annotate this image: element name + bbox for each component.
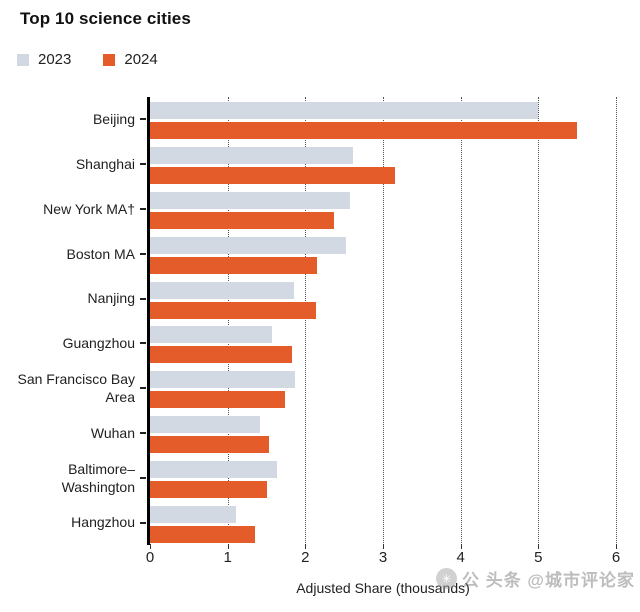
baltimore-washington-bar-2023 [150, 460, 278, 478]
x-tick-mark-5 [538, 544, 540, 549]
category-label-guangzhou: Guangzhou [0, 321, 147, 366]
shanghai-bar-2023 [150, 147, 354, 165]
boston-ma-bar-2024 [150, 256, 317, 274]
gridline-3 [383, 97, 384, 545]
gridline-6 [616, 97, 617, 545]
x-axis: 0 1 2 3 4 5 6 [146, 544, 620, 569]
x-tick-mark-2 [305, 544, 307, 549]
x-tick-mark-1 [227, 544, 229, 549]
gridline-5 [538, 97, 540, 545]
x-tick-label-3: 3 [378, 549, 388, 566]
new-york-ma-bar-2023 [150, 191, 351, 209]
hangzhou-bar-2024 [150, 525, 255, 543]
bar-row-wuhan [150, 411, 616, 456]
category-tick-mark [140, 387, 146, 390]
gridline-2 [305, 97, 307, 545]
x-tick-mark-4 [460, 544, 462, 549]
bar-row-new-york-ma [150, 187, 616, 232]
gridline-1 [227, 97, 229, 545]
guangzhou-bar-2023 [150, 326, 272, 344]
wuhan-bar-2024 [150, 435, 269, 453]
x-tick-label-6: 6 [611, 549, 621, 566]
bar-row-boston-ma [150, 231, 616, 276]
bar-row-shanghai [150, 142, 616, 187]
hangzhou-bar-2023 [150, 505, 237, 523]
bar-row-baltimore-washington [150, 455, 616, 500]
x-tick-label-1: 1 [223, 549, 232, 566]
baltimore-washington-bar-2024 [150, 480, 267, 498]
bar-row-guangzhou [150, 321, 616, 366]
legend-swatch-2024 [103, 53, 116, 66]
bar-row-hangzhou [150, 500, 616, 545]
category-tick-mark [140, 163, 146, 166]
boston-ma-bar-2023 [150, 236, 346, 254]
category-label-new-york-ma: New York MA† [0, 187, 147, 232]
category-label-text: Baltimore–Washington [61, 460, 135, 495]
category-label-hangzhou: Hangzhou [0, 500, 147, 545]
chart-title: Top 10 science cities [20, 9, 191, 28]
legend-label-2023: 2023 [38, 51, 72, 68]
category-tick-mark [140, 207, 146, 210]
nanjing-bar-2023 [150, 281, 295, 299]
category-label-text: Nanjing [87, 290, 135, 307]
legend-swatch-2023 [17, 53, 29, 66]
shanghai-bar-2024 [150, 167, 396, 185]
category-label-text: Shanghai [75, 156, 135, 173]
plot-area [147, 97, 617, 545]
new-york-ma-bar-2024 [150, 211, 335, 229]
gridline-4 [460, 97, 462, 545]
category-label-nanjing: Nanjing [0, 276, 147, 321]
x-tick-mark-0 [150, 544, 151, 549]
category-label-wuhan: Wuhan [0, 411, 147, 456]
category-label-baltimore-washington: Baltimore–Washington [0, 455, 147, 500]
category-label-text: Hangzhou [71, 514, 135, 531]
category-tick-mark [140, 431, 146, 434]
category-tick-mark [140, 521, 146, 524]
bar-row-nanjing [150, 276, 616, 321]
watermark-avatar-icon: ✳ [435, 568, 457, 589]
category-tick-mark [140, 342, 146, 345]
watermark: ✳ 公 头条 @城市评论家 [435, 566, 635, 591]
san-francisco-bay-area-bar-2024 [150, 391, 286, 409]
category-tick-mark [140, 118, 146, 121]
beijing-bar-2024 [150, 122, 578, 140]
category-tick-mark [140, 252, 146, 255]
category-label-text: Guangzhou [62, 335, 135, 352]
x-tick-label-2: 2 [301, 549, 310, 566]
category-label-text: Beijing [92, 111, 135, 128]
beijing-bar-2023 [150, 102, 539, 120]
bar-row-san-francisco-bay-area [150, 366, 616, 411]
category-label-text: Boston MA [66, 245, 135, 262]
x-axis-title: Adjusted Share (thousands) [296, 580, 470, 596]
category-label-shanghai: Shanghai [0, 142, 147, 187]
category-label-text: San Francisco Bay Area [17, 370, 136, 406]
category-label-boston-ma: Boston MA [0, 231, 147, 276]
bar-row-beijing [150, 97, 616, 142]
guangzhou-bar-2024 [150, 346, 293, 364]
wuhan-bar-2023 [150, 415, 260, 433]
san-francisco-bay-area-bar-2023 [150, 371, 296, 389]
category-label-beijing: Beijing [0, 97, 147, 142]
legend-label-2024: 2024 [124, 51, 158, 68]
category-label-text: New York MA† [43, 200, 135, 217]
chart-legend: 2023 2024 [17, 51, 158, 68]
category-axis: Beijing Shanghai New York MA† Boston MA Nanj… [0, 97, 147, 545]
category-label-text: Wuhan [90, 424, 135, 441]
category-tick-mark [140, 476, 146, 479]
nanjing-bar-2024 [150, 301, 317, 319]
x-tick-label-5: 5 [534, 549, 543, 566]
category-label-san-francisco-bay-area: San Francisco Bay Area [0, 366, 147, 411]
category-tick-mark [140, 297, 146, 300]
watermark-text: 公 头条 @城市评论家 [461, 571, 635, 590]
bar-rows [150, 97, 616, 545]
x-tick-mark-3 [383, 544, 384, 549]
x-tick-mark-6 [616, 544, 617, 549]
x-tick-label-0: 0 [145, 549, 155, 566]
x-tick-label-4: 4 [456, 549, 465, 566]
